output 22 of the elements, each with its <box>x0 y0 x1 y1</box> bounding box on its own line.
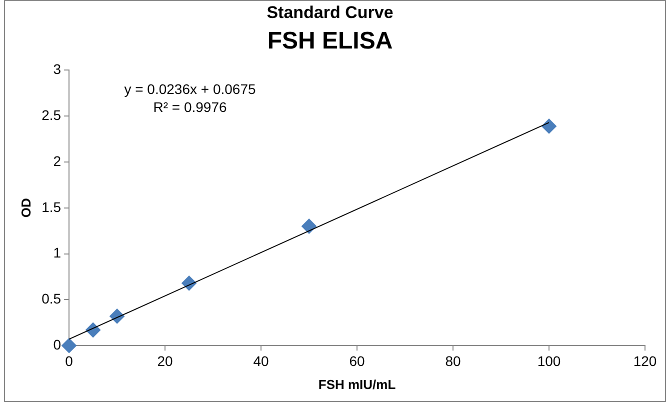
y-tick-label: 3 <box>53 61 62 78</box>
chart-title: Standard Curve <box>266 2 394 22</box>
x-axis-title: FSH mIU/mL <box>318 376 396 392</box>
point <box>62 338 77 354</box>
x-tick-label: 80 <box>445 352 462 369</box>
x-tick-label: 0 <box>65 352 74 369</box>
point <box>542 118 557 134</box>
y-tick-label: 1.5 <box>42 198 62 215</box>
y-tick-label: 2.5 <box>42 106 62 123</box>
x-tick-label: 120 <box>633 352 657 369</box>
x-tick-label: 40 <box>253 352 270 369</box>
x-tick-label: 20 <box>157 352 174 369</box>
y-tick-label: 0 <box>53 336 62 352</box>
y-tick-label: 0.5 <box>42 290 62 307</box>
x-tick-label: 100 <box>537 352 561 369</box>
x-tick-label: 60 <box>349 352 366 369</box>
chart-subtitle: FSH ELISA <box>267 27 393 54</box>
y-tick-label: 2 <box>53 152 62 169</box>
y-tick-label: 1 <box>53 244 62 261</box>
annotation: R² = 0.9976 <box>153 99 227 116</box>
y-axis-title: OD <box>18 198 34 218</box>
annotation: y = 0.0236x + 0.0675 <box>124 81 256 98</box>
